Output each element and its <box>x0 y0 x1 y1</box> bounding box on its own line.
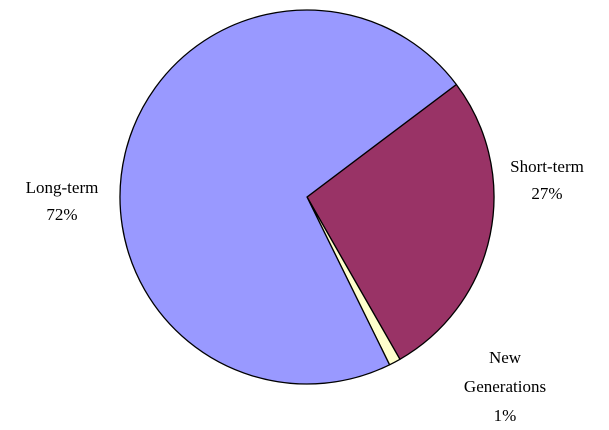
pie-slices <box>119 9 495 385</box>
slice-label-text: Short-term <box>510 157 584 176</box>
slice-label-new-generations: New Generations 1% <box>464 348 546 425</box>
slice-label-text: New <box>489 348 522 367</box>
pie-labels: Short-term 27% New Generations 1% Long-term 72… <box>26 157 584 425</box>
slice-value-label: 72% <box>46 205 77 224</box>
slice-label-long-term: Long-term 72% <box>26 178 99 224</box>
slice-value-label: 27% <box>531 184 562 203</box>
slice-value-label: 1% <box>494 406 517 425</box>
slice-label-text: Long-term <box>26 178 99 197</box>
pie-slice-short-term <box>306 83 495 360</box>
pie-slice-long-term <box>119 9 457 385</box>
slice-label-text: Generations <box>464 377 546 396</box>
slice-label-short-term: Short-term 27% <box>510 157 584 203</box>
